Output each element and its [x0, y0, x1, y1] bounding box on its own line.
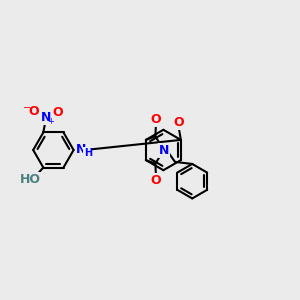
Text: H: H [84, 148, 92, 158]
Text: O: O [173, 116, 184, 129]
Text: O: O [28, 105, 38, 118]
Text: +: + [47, 117, 54, 126]
Text: N: N [76, 143, 86, 156]
Text: O: O [52, 106, 63, 119]
Text: N: N [40, 110, 51, 124]
Text: N: N [158, 143, 169, 157]
Text: HO: HO [20, 173, 40, 186]
Text: O: O [151, 113, 161, 127]
Text: O: O [151, 173, 161, 187]
Text: −: − [22, 103, 31, 113]
